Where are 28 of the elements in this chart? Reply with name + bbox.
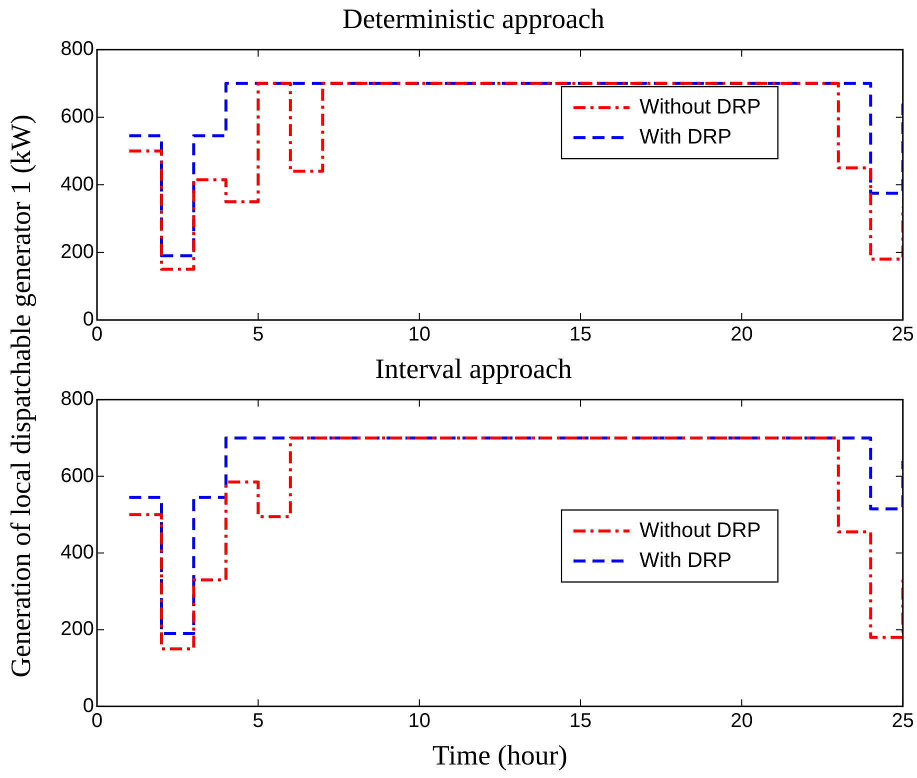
legend-label: With DRP <box>640 548 732 572</box>
y-tick-label: 400 <box>60 173 94 196</box>
chart-title: Deterministic approach <box>342 4 605 36</box>
x-tick-label: 10 <box>408 710 430 732</box>
x-axis-title: Time (hour) <box>432 740 568 772</box>
x-tick-label: 25 <box>892 710 914 732</box>
legend-label: Without DRP <box>640 518 761 542</box>
y-tick-label: 200 <box>60 240 94 263</box>
x-tick-label: 15 <box>569 710 592 732</box>
legend-label: Without DRP <box>640 95 761 118</box>
y-axis-title: Generation of local dispatchable generator 1 (kW) <box>6 114 38 680</box>
y-tick-label: 800 <box>60 388 94 410</box>
y-tick-label: 0 <box>82 694 94 717</box>
y-tick-label: 200 <box>60 618 94 640</box>
x-tick-label: 5 <box>252 324 264 346</box>
legend-label: With DRP <box>640 125 732 148</box>
y-tick-label: 600 <box>60 106 94 128</box>
y-tick-label: 400 <box>60 542 94 564</box>
y-tick-label: 600 <box>60 464 94 487</box>
y-tick-label: 800 <box>60 38 94 60</box>
x-tick-label: 10 <box>408 324 430 346</box>
y-tick-label: 0 <box>82 308 94 331</box>
x-tick-label: 5 <box>252 710 264 732</box>
chart-title: Interval approach <box>375 354 572 386</box>
x-tick-label: 25 <box>892 324 914 346</box>
x-tick-label: 20 <box>730 710 753 732</box>
x-tick-label: 20 <box>730 324 753 346</box>
x-tick-label: 15 <box>569 324 592 346</box>
